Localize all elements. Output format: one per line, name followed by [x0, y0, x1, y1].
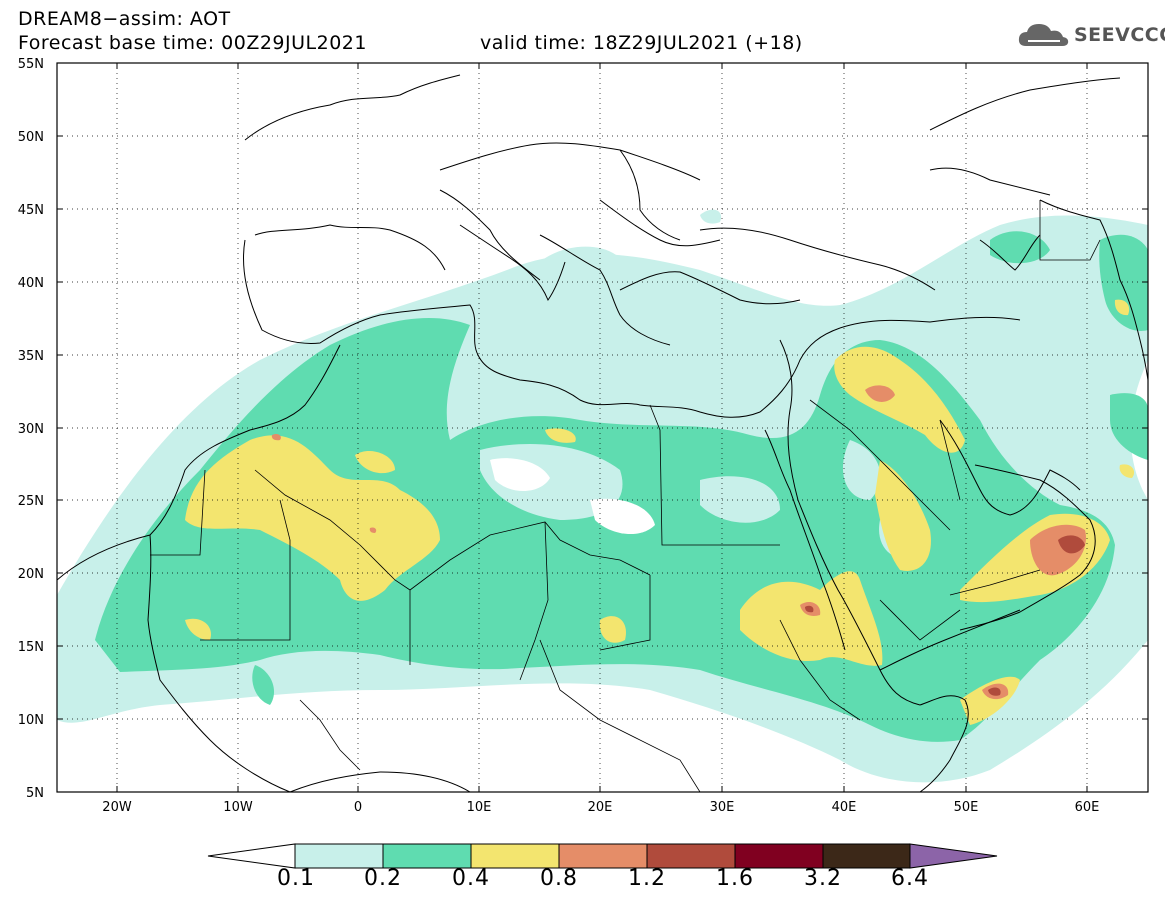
lon-tick-label: 60E	[1075, 800, 1100, 815]
lon-tick-label: 50E	[954, 800, 979, 815]
colorbar-label: 0.8	[540, 866, 578, 891]
colorbar-label: 1.2	[628, 866, 666, 891]
valid-time: valid time: 18Z29JUL2021 (+18)	[480, 32, 803, 54]
coastlines	[57, 74, 1148, 792]
lon-tick-label: 20E	[588, 800, 613, 815]
colorbar-label: 6.4	[891, 866, 929, 891]
colorbar-label: 3.2	[804, 866, 842, 891]
lat-tick-label: 45N	[18, 203, 44, 218]
colorbar-high-arrow	[909, 843, 998, 869]
colorbar-low-arrow	[207, 843, 296, 869]
lat-tick-label: 35N	[18, 349, 44, 364]
colorbar-label: 0.4	[452, 866, 490, 891]
country-borders	[150, 200, 1101, 792]
cloud-icon	[1018, 24, 1069, 46]
lat-tick-label: 15N	[18, 640, 44, 655]
tick-marks	[57, 63, 1148, 792]
latitude-labels: 55N 50N 45N 40N 35N 30N 25N 20N 15N 10N …	[18, 57, 44, 801]
colorbar-label: 0.2	[364, 866, 402, 891]
lat-tick-label: 5N	[26, 786, 44, 801]
logo-text: SEEVCCC	[1074, 24, 1165, 46]
lat-tick-label: 55N	[18, 57, 44, 72]
lat-tick-label: 25N	[18, 494, 44, 509]
colorbar-swatch	[646, 843, 736, 869]
colorbar-swatch	[294, 843, 384, 869]
lon-tick-label: 40E	[832, 800, 857, 815]
colorbar-swatch	[734, 843, 824, 869]
lat-tick-label: 50N	[18, 130, 44, 145]
colorbar-swatch	[382, 843, 472, 869]
lon-tick-label: 10E	[467, 800, 492, 815]
seevccc-logo: SEEVCCC	[1016, 20, 1165, 50]
colorbar-label: 1.6	[716, 866, 754, 891]
lon-tick-label: 30E	[710, 800, 735, 815]
colorbar-swatch	[822, 843, 911, 869]
lon-tick-label: 0	[354, 800, 362, 815]
lat-tick-label: 30N	[18, 422, 44, 437]
lon-tick-label: 10W	[223, 800, 253, 815]
forecast-base-time: Forecast base time: 00Z29JUL2021	[18, 32, 367, 54]
colorbar-label: 0.1	[277, 866, 315, 891]
map-title: DREAM8−assim: AOT	[18, 8, 231, 30]
colorbar-swatch	[558, 843, 648, 869]
lat-tick-label: 40N	[18, 276, 44, 291]
longitude-labels: 20W 10W 0 10E 20E 30E 40E 50E 60E	[102, 800, 1099, 815]
graticule	[57, 63, 1148, 792]
lat-tick-label: 10N	[18, 713, 44, 728]
lat-tick-label: 20N	[18, 567, 44, 582]
aot-shading	[57, 209, 1148, 783]
colorbar	[207, 843, 998, 869]
colorbar-swatch	[470, 843, 560, 869]
lon-tick-label: 20W	[102, 800, 132, 815]
